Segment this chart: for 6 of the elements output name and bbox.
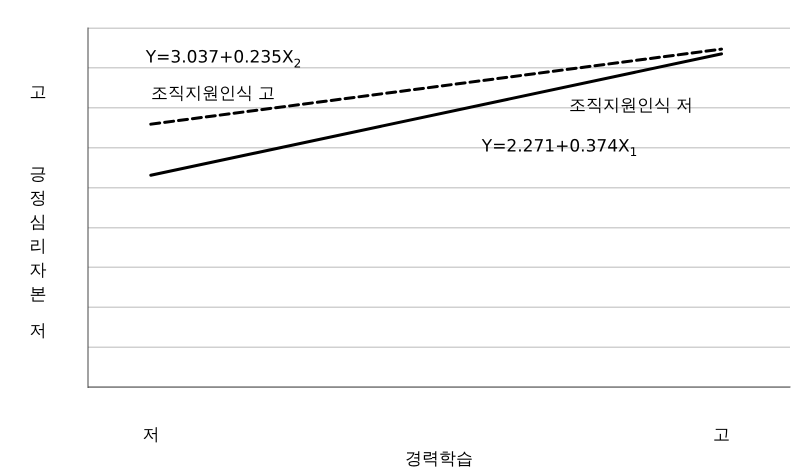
text: 저 — [30, 320, 46, 341]
x-axis-title: 경력학습 — [405, 449, 473, 470]
series-label: 조직지원인식 고 — [150, 84, 276, 104]
text: 고 — [30, 82, 46, 102]
series-label: 조직지원인식 저 — [568, 96, 694, 116]
y-axis-title: 긍정심리자본 — [30, 164, 46, 304]
